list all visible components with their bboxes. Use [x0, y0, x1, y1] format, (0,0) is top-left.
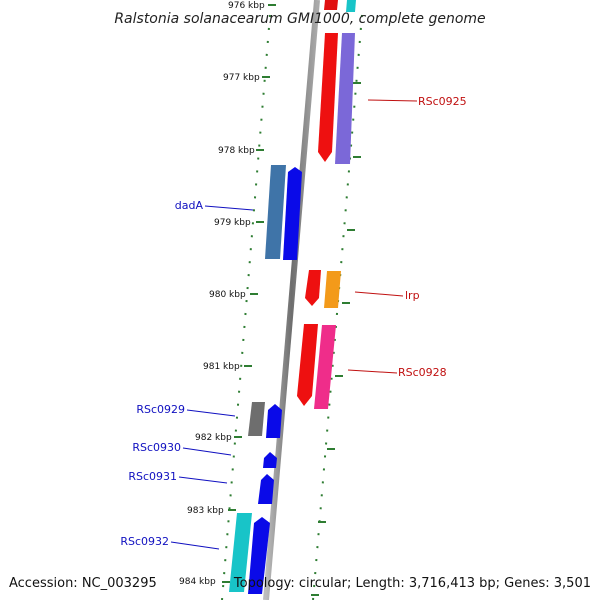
- ruler-label-981: 981 kbp: [203, 362, 240, 372]
- gene-rsc0931-blue: [258, 474, 274, 504]
- gene-rsc0932-blue: [248, 517, 270, 594]
- gene-rsc0924-cyan: [346, 0, 356, 12]
- gene-label-dada: dadA: [175, 199, 204, 212]
- gene-rsc0925-purple: [335, 33, 355, 164]
- inner-dotted-track: [221, 14, 271, 600]
- gene-label-rsc0929: RSc0929: [136, 403, 185, 416]
- gene-dada-blue: [283, 167, 302, 260]
- gene-dada-steel: [265, 165, 286, 259]
- map-title: Ralstonia solanacearum GMI1000, complete…: [114, 11, 485, 27]
- gene-label-rsc0925: RSc0925: [418, 95, 467, 108]
- ruler-label-976: 976 kbp: [228, 1, 265, 11]
- topology-text: Topology: circular; Length: 3,716,413 bp…: [233, 576, 591, 591]
- gene-label-rsc0931: RSc0931: [128, 470, 177, 483]
- gene-label-rsc0928: RSc0928: [398, 366, 447, 379]
- genome-backbone: [263, 0, 320, 600]
- gene-label-rsc0930: RSc0930: [132, 441, 181, 454]
- gene-rsc0930-blue: [263, 452, 277, 468]
- leader-lrp: [354, 291, 404, 297]
- gene-label-lrp: lrp: [405, 289, 420, 302]
- leader-rsc0931: [178, 476, 228, 484]
- ruler-label-984: 984 kbp: [179, 577, 216, 587]
- gene-rsc0928-red: [297, 324, 318, 406]
- gene-rsc0928-pink: [314, 325, 336, 409]
- leader-rsc0929: [186, 409, 236, 417]
- ruler-label-978: 978 kbp: [218, 146, 255, 156]
- gene-rsc0929-gray: [248, 402, 265, 436]
- ruler-ticks: [222, 4, 361, 596]
- ruler-label-977: 977 kbp: [223, 73, 260, 83]
- leader-rsc0932: [170, 541, 220, 550]
- gene-rsc0924-red: [324, 0, 338, 10]
- ruler-label-982: 982 kbp: [195, 433, 232, 443]
- gene-rsc0932-cyan: [229, 513, 252, 592]
- gene-rsc0929-blue: [266, 404, 282, 438]
- ruler-label-979: 979 kbp: [214, 218, 251, 228]
- ruler-label-980: 980 kbp: [209, 290, 246, 300]
- leader-rsc0928: [347, 369, 398, 374]
- accession-text: Accession: NC_003295: [9, 576, 157, 591]
- gene-label-rsc0932: RSc0932: [120, 535, 169, 548]
- leader-rsc0930: [182, 447, 232, 456]
- leader-dada: [204, 205, 254, 211]
- gene-lrp-orange: [324, 271, 341, 308]
- leader-rsc0925: [367, 99, 418, 102]
- ruler-label-983: 983 kbp: [187, 506, 224, 516]
- gene-lrp-red: [305, 270, 321, 306]
- gene-rsc0925-red: [318, 33, 338, 162]
